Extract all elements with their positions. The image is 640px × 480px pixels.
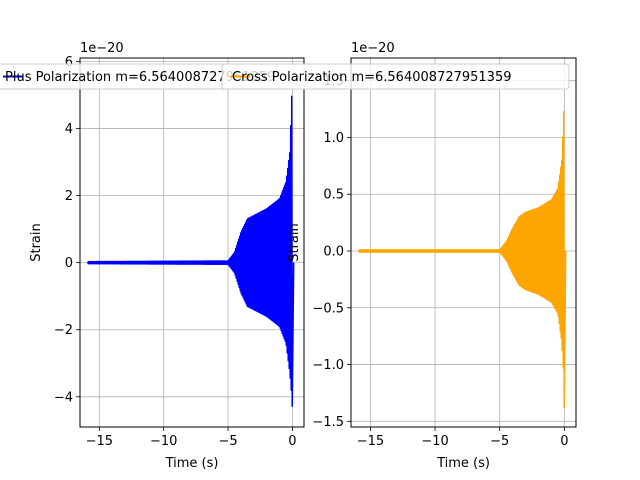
x-tick-label: −10 xyxy=(421,434,448,449)
x-tick-label: 0 xyxy=(288,434,296,449)
waveform-line xyxy=(86,95,295,408)
cross-legend: Cross Polarization m=6.564008727951359 xyxy=(221,63,570,90)
plus-polarization-axes: −15 −10 −5 0 −4 −2 0 2 4 6 1e−20 Time (s) Strain xyxy=(29,41,305,471)
y-tick-label: 1.0 xyxy=(323,131,344,146)
plus-y-axis-label: Strain xyxy=(29,223,44,262)
x-tick-label: −15 xyxy=(86,434,113,449)
x-tick-label: 0 xyxy=(560,434,568,449)
plus-y-ticks: −4 −2 0 2 4 6 xyxy=(54,55,80,405)
y-tick-label: 0.0 xyxy=(323,245,344,260)
y-tick-label: −0.5 xyxy=(312,301,344,316)
waveform-line xyxy=(358,110,567,409)
plus-x-axis-label: Time (s) xyxy=(165,456,219,471)
cross-polarization-waveform xyxy=(358,110,567,409)
x-tick-label: −5 xyxy=(490,434,509,449)
x-tick-label: −10 xyxy=(150,434,177,449)
plus-axes-frame xyxy=(79,57,305,428)
y-tick-label: 0.5 xyxy=(323,188,344,203)
plus-x-ticks: −15 −10 −5 0 xyxy=(86,427,297,449)
y-tick-label: 2 xyxy=(65,189,73,204)
y-tick-label: −2 xyxy=(54,323,73,338)
x-tick-label: −5 xyxy=(218,434,237,449)
y-tick-label: 4 xyxy=(65,122,73,137)
cross-offset-text: 1e−20 xyxy=(351,41,395,56)
x-tick-label: −15 xyxy=(357,434,384,449)
plus-offset-text: 1e−20 xyxy=(80,41,124,56)
cross-axes-frame xyxy=(350,57,577,428)
y-tick-label: 6 xyxy=(65,55,73,70)
cross-legend-label: Cross Polarization m=6.564008727951359 xyxy=(232,70,511,85)
y-tick-label: −1.5 xyxy=(312,415,344,430)
y-tick-label: 0 xyxy=(65,256,73,271)
cross-x-axis-label: Time (s) xyxy=(436,456,490,471)
y-tick-label: −4 xyxy=(54,390,73,405)
plus-polarization-waveform xyxy=(86,95,295,408)
plus-legend-label: Plus Polarization m=6.564008727951359 xyxy=(5,70,275,85)
cross-x-ticks: −15 −10 −5 0 xyxy=(357,427,569,449)
cross-legend-box xyxy=(221,63,570,90)
cross-y-ticks: −1.5−1.0−0.50.00.51.01.5 xyxy=(312,74,351,430)
y-tick-label: −1.0 xyxy=(312,358,344,373)
cross-y-axis-label: Strain xyxy=(287,223,302,262)
